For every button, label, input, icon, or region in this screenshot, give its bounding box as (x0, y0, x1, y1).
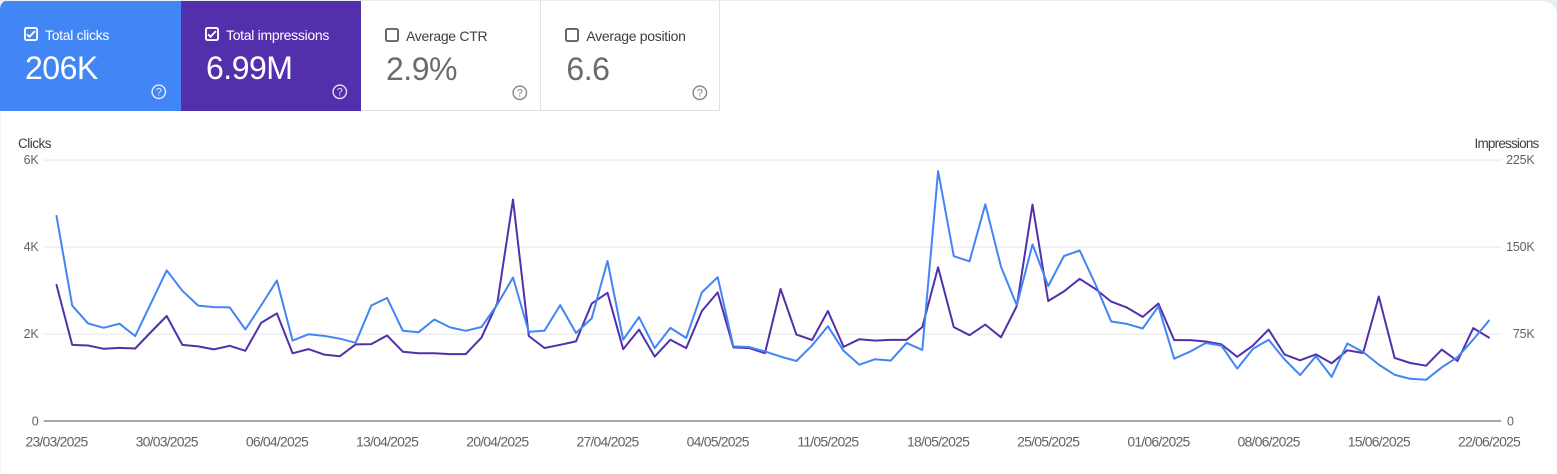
svg-text:20/04/2025: 20/04/2025 (466, 434, 529, 450)
svg-text:6K: 6K (24, 153, 40, 167)
svg-text:0: 0 (1507, 414, 1514, 428)
svg-text:30/03/2025: 30/03/2025 (136, 434, 199, 450)
svg-text:Clicks: Clicks (18, 136, 52, 151)
svg-text:06/04/2025: 06/04/2025 (246, 434, 309, 450)
svg-text:75K: 75K (1513, 327, 1536, 341)
svg-text:0: 0 (32, 414, 39, 428)
svg-text:?: ? (697, 87, 703, 99)
svg-text:?: ? (156, 86, 162, 98)
svg-text:2K: 2K (24, 327, 40, 341)
svg-text:22/06/2025: 22/06/2025 (1458, 434, 1521, 450)
svg-text:01/06/2025: 01/06/2025 (1127, 434, 1190, 450)
svg-text:25/05/2025: 25/05/2025 (1017, 434, 1080, 450)
svg-text:23/03/2025: 23/03/2025 (25, 434, 88, 450)
svg-text:08/06/2025: 08/06/2025 (1238, 434, 1301, 450)
svg-text:Impressions: Impressions (1475, 136, 1540, 151)
svg-text:27/04/2025: 27/04/2025 (576, 434, 639, 450)
svg-text:13/04/2025: 13/04/2025 (356, 434, 419, 450)
svg-text:15/06/2025: 15/06/2025 (1348, 434, 1411, 450)
svg-text:150K: 150K (1506, 240, 1535, 254)
svg-text:11/05/2025: 11/05/2025 (797, 434, 859, 450)
svg-text:04/05/2025: 04/05/2025 (687, 434, 750, 450)
svg-text:?: ? (517, 87, 523, 99)
svg-text:18/05/2025: 18/05/2025 (907, 434, 970, 450)
svg-text:4K: 4K (24, 240, 40, 254)
svg-text:225K: 225K (1506, 153, 1535, 167)
svg-text:?: ? (337, 86, 343, 98)
